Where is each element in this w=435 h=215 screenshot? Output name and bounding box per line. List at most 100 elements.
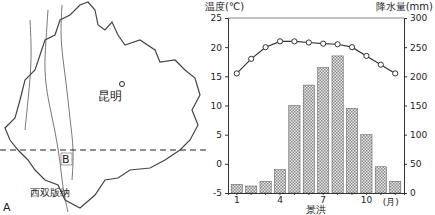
- tick-mark: [225, 76, 228, 77]
- temperature-point: [349, 45, 354, 50]
- tick: 50: [404, 159, 422, 169]
- temperature-point: [234, 71, 239, 76]
- tick: [337, 193, 338, 195]
- tick-mark: [225, 135, 228, 136]
- tick-label: 200: [410, 72, 427, 82]
- tick-label: 0: [410, 188, 416, 198]
- tick-label: 4: [277, 195, 283, 205]
- y2-axis-title: 降水量(mm): [376, 1, 433, 12]
- tick-mark: [404, 18, 407, 19]
- x-axis-title: 景洪: [306, 204, 326, 215]
- bar: [390, 181, 401, 193]
- tick-label: -5: [213, 188, 222, 198]
- tick: 250: [404, 43, 427, 53]
- tick: 1: [234, 193, 240, 205]
- bar: [303, 85, 314, 193]
- tick-mark: [294, 193, 295, 195]
- tick-mark: [352, 193, 353, 195]
- tick: 10: [361, 193, 373, 205]
- tick: [308, 193, 309, 195]
- tick: [352, 193, 353, 195]
- temperature-point: [263, 45, 268, 50]
- tick: 300: [404, 13, 427, 23]
- tick-label: 20: [211, 43, 223, 53]
- y-axis-title: 温度(℃): [205, 1, 244, 12]
- tick-mark: [395, 193, 396, 195]
- tick-label: 150: [410, 101, 427, 111]
- x-unit-annotation: (月): [383, 197, 399, 207]
- tick: [294, 193, 295, 195]
- temperature-point: [335, 42, 340, 47]
- tick: 0: [404, 188, 416, 198]
- tick: [395, 193, 396, 195]
- bar: [231, 184, 242, 193]
- axis-line: [229, 194, 405, 196]
- point-b-label: B: [62, 153, 70, 166]
- tick-mark: [251, 193, 252, 195]
- tick-mark: [337, 193, 338, 195]
- tick-label: 250: [410, 43, 427, 53]
- dashed-latitude: [0, 149, 208, 150]
- point-a-label: A: [3, 201, 11, 214]
- axis-line: [225, 19, 229, 194]
- point-b-box: [61, 153, 72, 165]
- bar: [346, 108, 357, 193]
- temperature-point: [321, 41, 326, 46]
- bar: [361, 135, 372, 193]
- tick: [265, 193, 266, 195]
- tick: 20: [211, 43, 228, 53]
- tick-mark: [308, 193, 309, 195]
- river: [45, 10, 68, 212]
- temperature-point: [364, 53, 369, 58]
- river: [61, 5, 73, 180]
- tick-label: 300: [410, 13, 427, 23]
- river: [25, 20, 31, 130]
- temperature-line: [237, 41, 395, 73]
- city-dot: [120, 82, 125, 87]
- region-label: 西双版纳: [30, 187, 70, 198]
- tick-mark: [225, 18, 228, 19]
- map: 昆明西双版纳 B A: [0, 2, 208, 214]
- tick-mark: [225, 106, 228, 107]
- tick: [380, 193, 381, 195]
- plot-area: [231, 39, 401, 193]
- tick: 0: [216, 159, 228, 169]
- province-outline: [5, 2, 200, 208]
- tick-mark: [404, 76, 407, 77]
- bar: [318, 68, 329, 193]
- tick-label: 5: [216, 130, 222, 140]
- temperature-point: [393, 71, 398, 76]
- plot-frame-top: [228, 18, 404, 19]
- tick-mark: [404, 135, 407, 136]
- y2-axis: 0 50 100 150 200 250 300: [404, 13, 427, 198]
- bar: [332, 56, 343, 193]
- tick-mark: [404, 106, 407, 107]
- tick-label: 25: [211, 13, 222, 23]
- tick: 25: [211, 13, 228, 23]
- tick-label: 100: [410, 130, 427, 140]
- tick-mark: [225, 193, 228, 194]
- tick-mark: [265, 193, 266, 195]
- tick-mark: [225, 47, 228, 48]
- tick: 200: [404, 72, 427, 82]
- axis-line: [405, 19, 408, 194]
- temperature-point: [306, 40, 311, 45]
- y-axis: -5 0 5 10 15 20 25: [211, 13, 229, 198]
- tick-mark: [380, 193, 381, 195]
- temperature-point: [277, 39, 282, 44]
- tick: 100: [404, 130, 427, 140]
- tick-label: 10: [211, 101, 223, 111]
- bar: [375, 167, 386, 193]
- bar: [246, 186, 257, 193]
- bar: [289, 106, 300, 194]
- tick: 10: [211, 101, 228, 111]
- tick: [251, 193, 252, 195]
- tick-label: 1: [234, 195, 240, 205]
- temperature-point: [292, 39, 297, 44]
- tick: -5: [213, 188, 228, 198]
- tick-mark: [225, 164, 228, 165]
- tick: 4: [277, 193, 283, 205]
- temperature-point: [378, 62, 383, 67]
- city-label: 昆明: [98, 89, 122, 103]
- tick-label: 15: [211, 72, 222, 82]
